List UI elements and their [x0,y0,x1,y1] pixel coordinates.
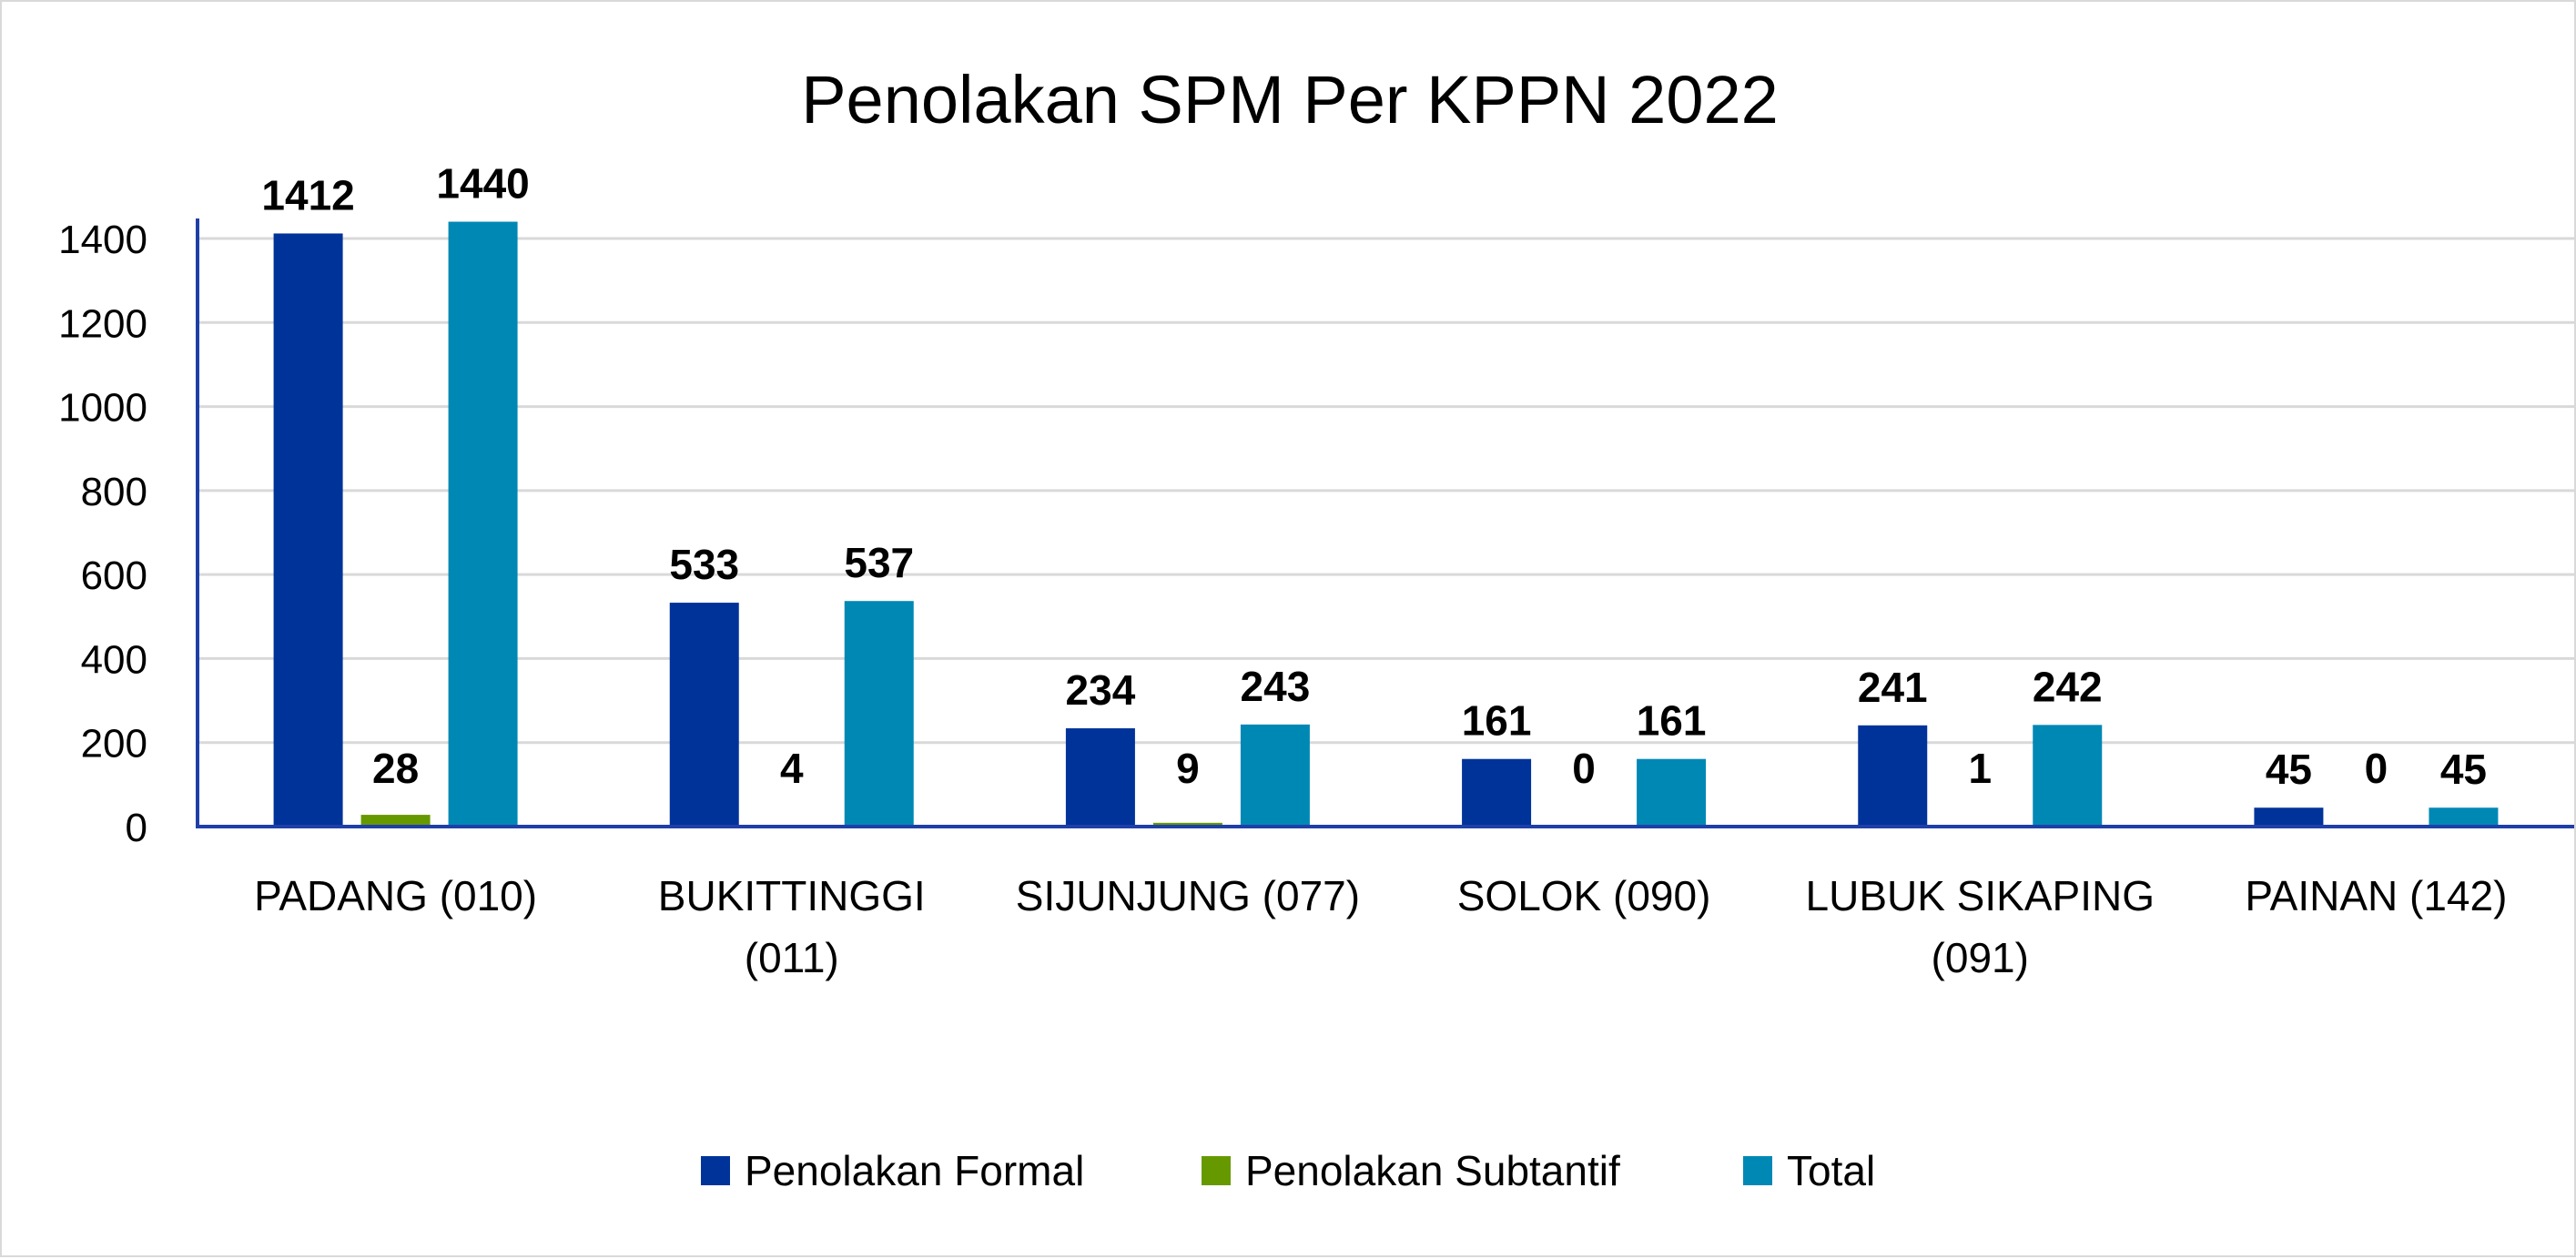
bar-total [2429,807,2498,827]
y-tick-label: 600 [81,553,147,598]
bar-penolakan-formal [1858,726,1927,827]
data-label: 242 [2033,663,2103,710]
data-labels: 1412 28 1440 533 4 537 234 9 243 161 0 161 241 1 242 45… [261,160,2487,794]
data-label: 537 [844,539,914,586]
legend-swatch [701,1156,730,1185]
legend-label: Penolakan Subtantif [1245,1147,1620,1194]
bar-total [845,601,914,827]
legend: Penolakan Formal Penolakan Subtantif Total [701,1147,1875,1194]
bar-total [449,222,518,827]
data-label: 45 [2440,746,2487,793]
data-label: 0 [1572,745,1596,792]
legend-item: Penolakan Formal [701,1147,1084,1194]
y-tick-label: 0 [126,806,147,850]
bar-penolakan-formal [1066,728,1135,827]
bar-penolakan-formal [2254,807,2323,827]
legend-item: Total [1743,1147,1875,1194]
y-tick-label: 200 [81,722,147,767]
data-label: 161 [1637,697,1707,745]
data-label: 234 [1066,666,1136,714]
data-label: 1 [1968,745,1992,792]
x-tick-label: BUKITTINGGI(011) [658,872,926,981]
y-tick-label: 1000 [58,386,147,431]
axes [198,218,2574,828]
gridlines [198,239,2574,743]
x-tick-label: PADANG (010) [254,872,537,919]
x-axis-ticks: PADANG (010) BUKITTINGGI(011) SIJUNJUNG (0… [254,872,2507,981]
y-tick-label: 1200 [58,301,147,346]
legend-label: Total [1787,1147,1875,1194]
data-label: 28 [372,745,419,792]
data-label: 1440 [436,160,529,208]
data-label: 241 [1858,664,1928,711]
x-tick-label: PAINAN (142) [2245,872,2507,919]
bar-penolakan-formal [274,233,343,827]
y-tick-label: 1400 [58,218,147,262]
bar-penolakan-formal [1462,759,1531,827]
legend-swatch [1743,1156,1772,1185]
y-tick-label: 800 [81,470,147,514]
data-label: 161 [1462,697,1532,745]
data-label: 0 [2365,745,2388,792]
data-label: 9 [1176,745,1200,792]
y-axis-ticks: 0 200 400 600 800 1000 1200 1400 [58,218,147,850]
bars [274,222,2499,827]
bar-total [2033,725,2102,827]
x-tick-label: LUBUK SIKAPING(091) [1806,872,2155,981]
x-tick-label: SOLOK (090) [1457,872,1711,919]
bar-total [1637,759,1706,827]
chart-title: Penolakan SPM Per KPPN 2022 [801,62,1779,137]
legend-item: Penolakan Subtantif [1202,1147,1620,1194]
bar-total [1241,725,1310,827]
data-label: 533 [669,541,739,588]
x-tick-label: SIJUNJUNG (077) [1016,872,1360,919]
data-label: 243 [1241,663,1311,710]
legend-label: Penolakan Formal [745,1147,1084,1194]
bar-penolakan-formal [670,603,739,827]
data-label: 1412 [261,171,354,218]
legend-swatch [1202,1156,1231,1185]
y-tick-label: 400 [81,637,147,682]
data-label: 45 [2266,746,2312,793]
data-label: 4 [780,745,804,792]
